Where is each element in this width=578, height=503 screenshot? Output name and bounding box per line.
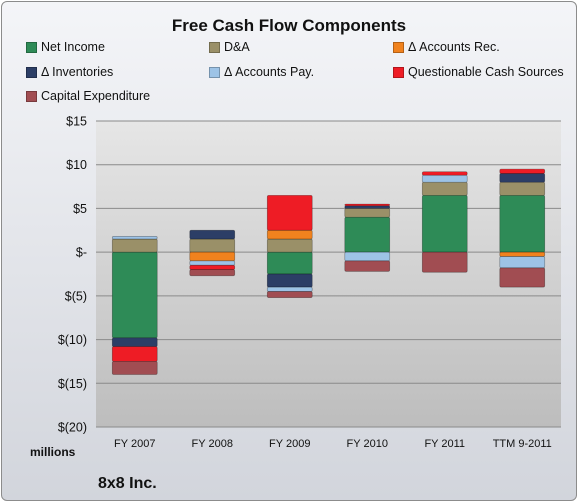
legend-inventories: Δ Inventories: [26, 65, 113, 79]
bar-segment: [421, 194, 468, 253]
bar-segment: [266, 194, 313, 231]
legend-swatch: [209, 41, 220, 53]
legend-swatch: [26, 66, 37, 78]
bar-segment: [344, 203, 391, 207]
legend-label: Δ Accounts Rec.: [408, 40, 500, 54]
bar-segment: [189, 269, 236, 277]
axes: $15 $10 $5 $- $(5) $(10) $(15) $(20) FY 2007 FY 2…: [58, 115, 552, 451]
bar-segment: [189, 264, 236, 270]
bar-segment: [421, 251, 468, 273]
y-tick-label: $(20): [58, 421, 87, 435]
legend-swatch: [26, 90, 37, 102]
bar-segment: [266, 273, 313, 288]
bar-segment: [189, 238, 236, 253]
bar-segment: [499, 173, 546, 183]
y-tick-label: $5: [73, 202, 87, 216]
bar-segment: [499, 168, 546, 174]
bar-segment: [499, 251, 546, 257]
bars: [111, 168, 546, 375]
y-tick-label: $(15): [58, 377, 87, 391]
bar-segment: [344, 251, 391, 262]
legend-label: Δ Inventories: [41, 65, 114, 79]
bar-segment: [111, 238, 158, 253]
bar-segment: [266, 251, 313, 275]
bar-segment: [111, 337, 158, 347]
legend-label: Δ Accounts Pay.: [224, 65, 315, 79]
legend-label: Questionable Cash Sources: [408, 65, 564, 79]
bar-segment: [266, 286, 313, 292]
bar-segment: [344, 216, 391, 253]
gridlines: [96, 120, 561, 428]
legend-swatch: [26, 41, 37, 53]
bar-segment: [344, 205, 391, 209]
legend-capex: Capital Expenditure: [26, 89, 150, 103]
y-tick-label: $(10): [58, 333, 87, 347]
x-tick-label: FY 2010: [347, 438, 388, 450]
y-tick-label: $-: [76, 246, 87, 260]
y-tick-label: $15: [66, 115, 87, 129]
bar-segment: [111, 236, 158, 240]
x-tick-label: TTM 9-2011: [493, 438, 552, 450]
legend-label: Capital Expenditure: [41, 89, 151, 103]
y-tick-label: $10: [66, 158, 87, 172]
plot-area: [96, 121, 561, 427]
x-tick-label: FY 2009: [269, 438, 310, 450]
bar-segment: [111, 251, 158, 339]
legend-net-income: Net Income: [26, 40, 105, 54]
bar-segment: [266, 229, 313, 240]
bar-segment: [111, 346, 158, 362]
legend-label: Net Income: [41, 40, 105, 54]
bar-segment: [499, 181, 546, 196]
bar-segment: [499, 256, 546, 269]
company-name: 8x8 Inc.: [98, 475, 157, 492]
bar-segment: [344, 260, 391, 272]
x-tick-label: FY 2007: [114, 438, 155, 450]
legend-questionable-cash: Questionable Cash Sources: [393, 65, 564, 79]
legend-swatch: [393, 41, 404, 53]
x-tick-label: FY 2008: [192, 438, 233, 450]
y-tick-label: $(5): [65, 289, 87, 303]
legend-swatch: [393, 66, 404, 78]
bar-segment: [499, 194, 546, 253]
bar-segment: [421, 174, 468, 183]
bar-segment: [189, 229, 236, 240]
bar-segment: [189, 251, 236, 262]
bar-segment: [499, 267, 546, 288]
bar-segment: [266, 238, 313, 253]
bar-segment: [344, 208, 391, 218]
legend-label: D&A: [224, 40, 250, 54]
bar-segment: [266, 291, 313, 298]
units-label: millions: [30, 445, 76, 459]
bar-segment: [111, 361, 158, 375]
chart-title: Free Cash Flow Components: [171, 16, 407, 35]
x-tick-label: FY 2011: [424, 438, 465, 450]
bar-segment: [421, 171, 468, 176]
bar-segment: [421, 181, 468, 196]
legend-accounts-pay: Δ Accounts Pay.: [209, 65, 314, 79]
legend-accounts-rec: Δ Accounts Rec.: [393, 40, 500, 54]
bar-segment: [189, 260, 236, 266]
legend-swatch: [209, 66, 220, 78]
legend-da: D&A: [209, 40, 250, 54]
